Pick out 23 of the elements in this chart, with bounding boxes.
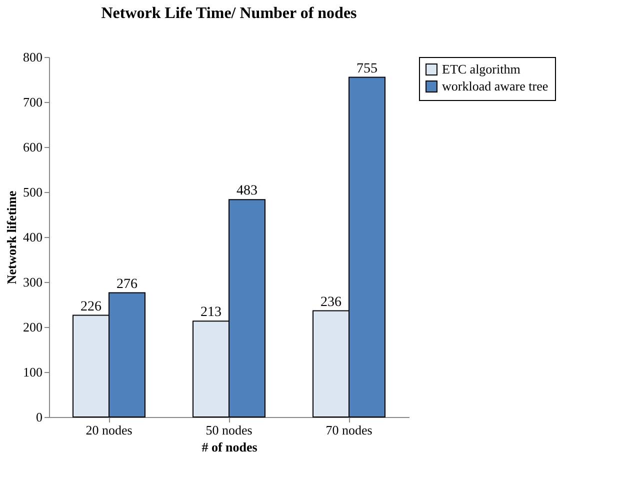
y-tick-label: 100 <box>23 364 42 380</box>
x-tick-label: 70 nodes <box>326 422 372 438</box>
y-tick-label: 0 <box>36 410 42 424</box>
data-label: 213 <box>200 305 222 320</box>
x-tick-label: 20 nodes <box>86 422 132 438</box>
data-label: 276 <box>116 276 138 292</box>
y-tick-label: 800 <box>23 50 42 64</box>
y-tick-label: 400 <box>23 230 42 244</box>
data-label: 226 <box>80 299 102 314</box>
data-label: 483 <box>236 184 258 199</box>
data-label: 236 <box>320 294 342 310</box>
y-tick-label: 200 <box>23 320 42 334</box>
chart-title: Network Life Time/ Number of nodes <box>101 5 357 22</box>
legend-label: workload aware tree <box>442 78 548 94</box>
x-axis-title: # of nodes <box>202 440 258 454</box>
y-tick-label: 300 <box>23 274 42 290</box>
y-tick-label: 500 <box>23 184 42 200</box>
y-tick-label: 600 <box>23 140 42 154</box>
legend-label: ETC algorithm <box>442 62 520 76</box>
x-tick-label: 50 nodes <box>206 422 252 438</box>
y-tick-label: 700 <box>23 94 42 110</box>
y-axis-title: Network lifetime <box>4 190 19 284</box>
data-label: 755 <box>356 61 378 76</box>
